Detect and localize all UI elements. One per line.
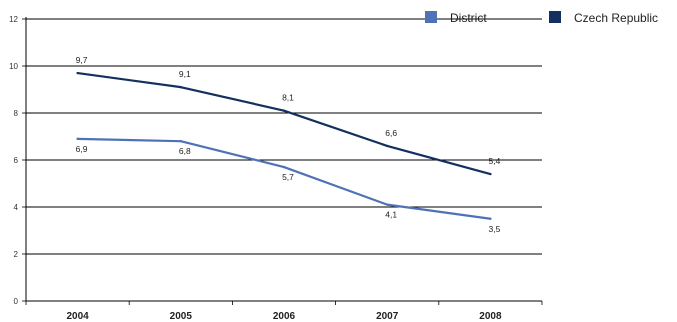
y-tick-label: 8 xyxy=(14,109,19,118)
legend-label-czech-republic: Czech Republic xyxy=(574,11,658,25)
data-label-district: 3,5 xyxy=(488,224,500,234)
legend: District Czech Republic xyxy=(425,11,658,25)
data-point-czech-republic xyxy=(282,109,286,112)
data-label-czech-republic: 9,1 xyxy=(179,69,191,79)
axes xyxy=(25,17,542,302)
y-tick-label: 10 xyxy=(9,62,18,71)
legend-item-district: District xyxy=(425,11,487,25)
legend-item-czech-republic: Czech Republic xyxy=(549,11,658,25)
x-tick-label-2006: 2006 xyxy=(273,311,296,322)
data-point-district xyxy=(386,203,389,206)
data-point-czech-republic xyxy=(489,172,492,176)
data-label-czech-republic: 6,6 xyxy=(385,128,397,138)
data-label-district: 6,9 xyxy=(76,144,88,154)
series-line-czech-republic xyxy=(77,71,491,176)
data-point-czech-republic xyxy=(76,71,79,75)
legend-label-district: District xyxy=(450,11,487,25)
x-tick-label-2005: 2005 xyxy=(170,311,193,322)
x-tick-label-2007: 2007 xyxy=(376,311,399,322)
y-tick-label: 6 xyxy=(14,156,19,165)
data-point-czech-republic xyxy=(386,144,389,148)
y-tick-labels: 0 2 4 6 8 10 12 xyxy=(9,15,26,306)
y-tick-label: 2 xyxy=(14,250,19,259)
data-label-czech-republic: 9,7 xyxy=(76,55,88,65)
y-tick-label: 4 xyxy=(14,203,19,212)
legend-swatch-czech-republic xyxy=(549,11,561,23)
grid-lines xyxy=(26,18,542,255)
data-labels: 6,9 6,8 5,7 4,1 3,5 9,7 9,1 8,1 6,6 5,4 xyxy=(76,55,501,234)
data-label-czech-republic: 5,4 xyxy=(488,156,500,166)
y-tick-label: 12 xyxy=(9,15,18,24)
y-tick-label: 0 xyxy=(14,297,19,306)
series-lines xyxy=(76,71,492,220)
data-label-czech-republic: 8,1 xyxy=(282,93,294,103)
x-tick-label-2008: 2008 xyxy=(479,311,502,322)
data-point-district xyxy=(179,140,182,143)
legend-swatch-district xyxy=(425,11,437,23)
data-label-district: 4,1 xyxy=(385,210,397,220)
x-tick-label-2004: 2004 xyxy=(66,311,89,322)
data-point-district xyxy=(489,217,492,220)
data-label-district: 6,8 xyxy=(179,146,191,156)
data-point-czech-republic xyxy=(179,85,182,89)
x-tick-labels: 2004 2005 2006 2007 2008 xyxy=(25,301,543,322)
data-point-district xyxy=(282,165,286,169)
data-label-district: 5,7 xyxy=(282,172,294,182)
data-point-district xyxy=(76,137,79,141)
